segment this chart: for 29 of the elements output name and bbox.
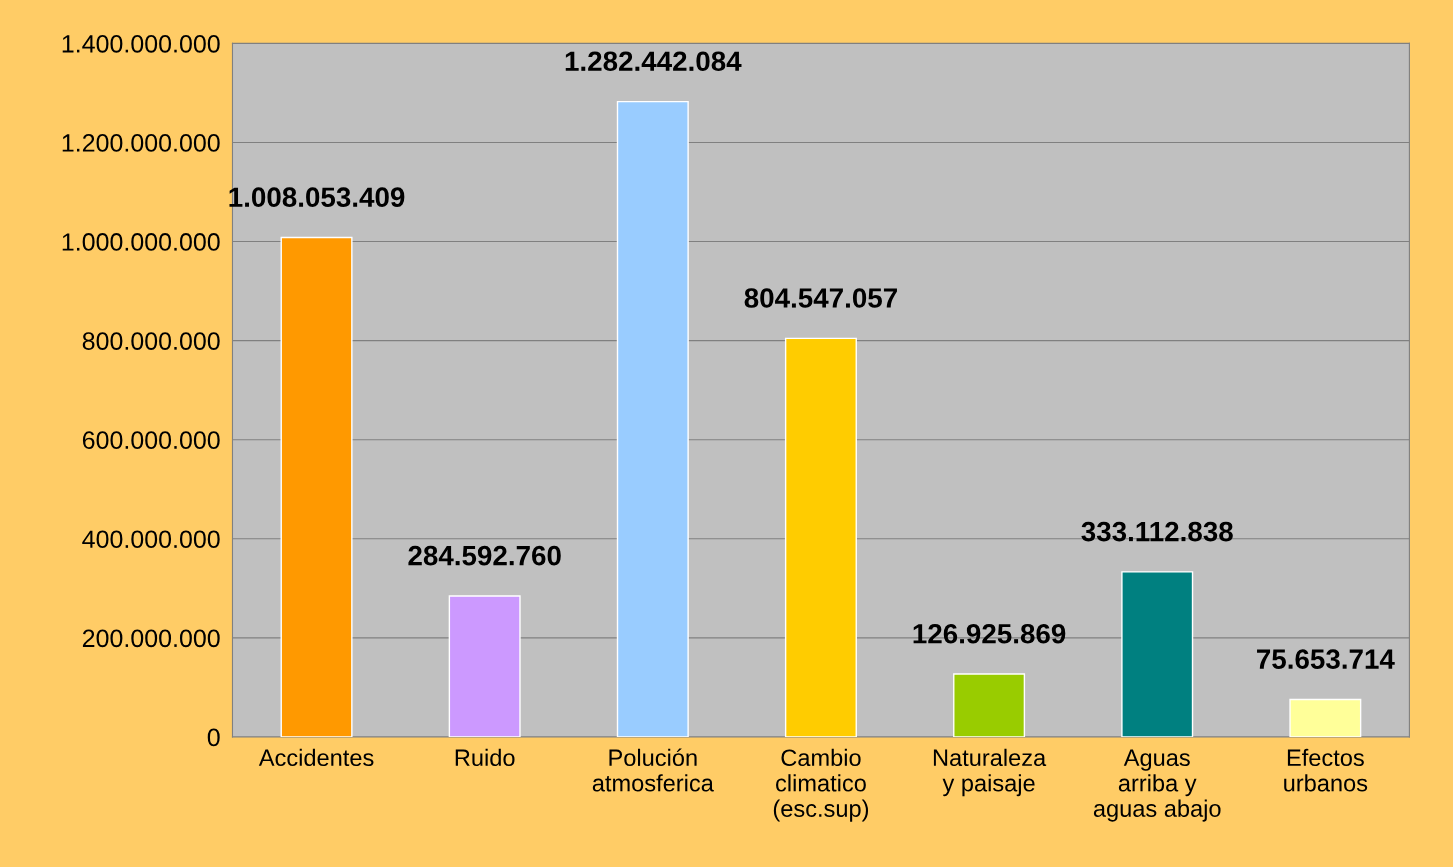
data-label: 333.112.838 xyxy=(1081,521,1233,542)
y-tick-label: 1.200.000.000 xyxy=(62,134,220,152)
y-tick-label: 200.000.000 xyxy=(82,629,220,648)
y-tick-label: 600.000.000 xyxy=(82,431,220,449)
x-tick-label: Accidentes xyxy=(258,748,374,767)
x-tick-label: Polución atmosferica xyxy=(592,748,714,792)
y-tick-label: 800.000.000 xyxy=(82,332,220,350)
data-label: 804.547.057 xyxy=(744,288,897,308)
data-label: 1.282.442.084 xyxy=(565,51,742,72)
y-tick-label: 1.000.000.000 xyxy=(62,233,220,251)
y-tick-label: 1.400.000.000 xyxy=(62,34,220,53)
data-label: 1.008.053.409 xyxy=(229,187,405,208)
x-tick-label: Naturaleza y paisaje xyxy=(933,748,1047,797)
y-tick-label: 0 xyxy=(207,728,220,747)
bar xyxy=(280,236,353,737)
bar xyxy=(448,595,521,737)
data-label: 284.592.760 xyxy=(408,545,561,566)
bar xyxy=(1121,571,1194,737)
x-tick-label: Efectos urbanos xyxy=(1284,748,1368,792)
bar xyxy=(616,100,689,737)
data-label: 126.925.869 xyxy=(913,623,1066,644)
bar xyxy=(953,673,1026,737)
bar xyxy=(1289,698,1362,737)
x-tick-label: Aguas arriba y aguas abajo xyxy=(1093,749,1221,822)
data-label: 75.653.714 xyxy=(1257,649,1395,670)
bar xyxy=(784,337,857,737)
y-tick-label: 400.000.000 xyxy=(82,530,220,549)
x-tick-label: Ruido xyxy=(455,748,515,767)
x-tick-label: Cambio climatico (esc.sup) xyxy=(773,748,869,822)
